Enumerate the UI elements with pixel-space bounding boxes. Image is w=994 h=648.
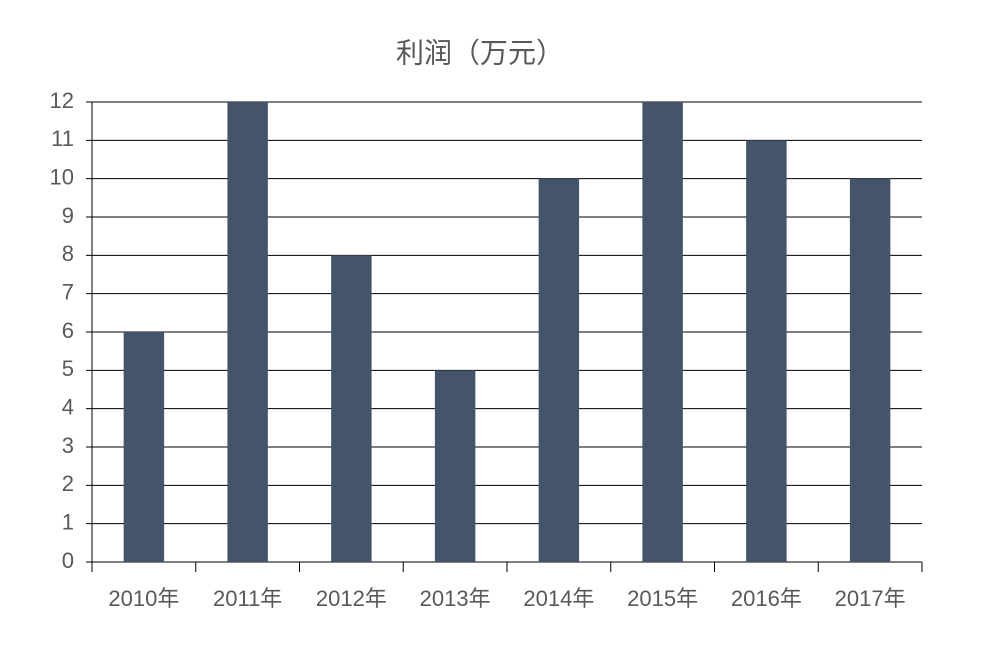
y-tick-label: 10 [50, 164, 74, 189]
x-tick-label: 2017年 [835, 586, 906, 611]
bar [331, 255, 372, 563]
y-tick-label: 8 [62, 241, 74, 266]
x-tick-label: 2016年 [731, 586, 802, 611]
chart-title: 利润（万元） [396, 37, 564, 68]
x-tick-label: 2015年 [627, 586, 698, 611]
x-tick-label: 2013年 [420, 586, 491, 611]
x-tick-label: 2010年 [108, 586, 179, 611]
y-tick-label: 3 [62, 433, 74, 458]
bar [538, 178, 580, 562]
x-tick-label: 2012年 [316, 586, 387, 611]
x-tick-label: 2011年 [213, 586, 282, 611]
bar [746, 140, 787, 563]
y-tick-label: 11 [51, 126, 74, 151]
y-tick-label: 4 [62, 394, 74, 419]
bar [227, 102, 268, 562]
y-tick-label: 0 [62, 548, 74, 573]
y-tick-label: 7 [62, 279, 74, 304]
bar [642, 102, 683, 562]
y-tick-label: 9 [62, 203, 74, 228]
y-tick-label: 5 [62, 356, 74, 381]
y-tick-label: 1 [62, 509, 74, 534]
bar [849, 178, 891, 562]
bar [434, 370, 476, 562]
y-tick-label: 6 [62, 318, 74, 343]
x-tick-label: 2014年 [523, 586, 594, 611]
y-tick-label: 2 [62, 471, 74, 496]
bar [123, 332, 165, 562]
y-tick-label: 12 [50, 88, 74, 113]
